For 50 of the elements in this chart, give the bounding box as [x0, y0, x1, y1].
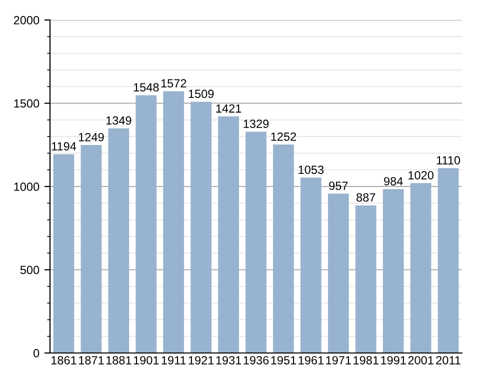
- y-tick-label: 1000: [14, 182, 40, 191]
- x-tick-label: 1901: [134, 356, 159, 364]
- x-tick-label: 1981: [354, 356, 378, 364]
- data-label: 1421: [216, 104, 242, 113]
- data-label: 1194: [52, 142, 76, 150]
- x-tick-label: 1881: [106, 356, 132, 364]
- data-label: 957: [329, 182, 348, 190]
- bar: [80, 145, 102, 353]
- bar: [300, 178, 322, 353]
- x-tick-label: 2011: [436, 356, 460, 364]
- data-label: 887: [356, 193, 376, 202]
- x-tick-label: 1861: [52, 356, 76, 364]
- bar: [246, 132, 266, 353]
- bar: [382, 189, 404, 353]
- data-label: 1249: [78, 132, 104, 142]
- data-label: 1349: [106, 116, 132, 125]
- data-label: 1020: [408, 171, 434, 180]
- x-tick-label: 1911: [162, 356, 186, 364]
- data-label: 1548: [134, 83, 159, 92]
- x-tick-label: 1871: [78, 356, 104, 364]
- x-tick-label: 1971: [326, 356, 351, 364]
- x-tick-label: 2001: [408, 356, 434, 364]
- y-tick-label: 500: [20, 266, 40, 274]
- data-label: 1252: [271, 132, 296, 141]
- x-tick-label: 1961: [298, 356, 324, 364]
- bar: [438, 168, 459, 353]
- x-tick-label: 1951: [271, 356, 296, 364]
- bar: [190, 102, 212, 353]
- bar: [410, 183, 432, 353]
- bar: [355, 205, 376, 353]
- y-tick-label: 2000: [14, 16, 40, 24]
- bar: [328, 194, 349, 353]
- x-tick-label: 1991: [381, 356, 406, 364]
- bar: [163, 91, 184, 353]
- x-tick-label: 1931: [216, 356, 242, 364]
- data-label: 1110: [436, 156, 460, 164]
- y-tick-label: 0: [33, 349, 40, 358]
- bar: [108, 128, 130, 353]
- x-tick-label: 1921: [188, 356, 214, 364]
- bar: [136, 95, 157, 353]
- data-label: 1509: [188, 90, 214, 98]
- bar: [53, 154, 74, 353]
- data-label: 1572: [161, 79, 186, 88]
- data-label: 1053: [298, 166, 324, 174]
- y-tick-label: 1500: [14, 99, 40, 108]
- data-label: 1329: [244, 120, 269, 128]
- bar: [273, 144, 294, 353]
- bar: [218, 116, 239, 353]
- data-label: 984: [384, 177, 403, 186]
- x-tick-label: 1936: [244, 356, 269, 364]
